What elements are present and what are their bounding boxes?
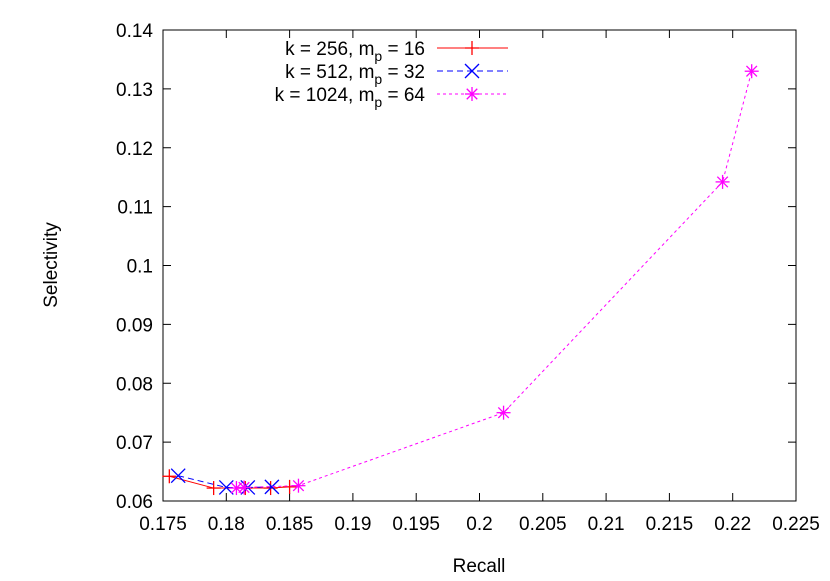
- star-marker: [465, 87, 479, 101]
- y-axis-title: Selectivity: [41, 222, 62, 308]
- y-tick-label: 0.09: [116, 315, 153, 336]
- y-tick-label: 0.13: [116, 80, 153, 101]
- x-tick-label: 0.225: [772, 514, 820, 535]
- series-3: [229, 64, 759, 496]
- axis-ticks: 0.175 0.18 0.185 0.19 0.195 0.2 0.205 0.21 0.215…: [116, 21, 820, 535]
- y-tick-label: 0.12: [116, 139, 153, 160]
- star-marker: [237, 480, 252, 495]
- y-tick-label: 0.08: [116, 374, 153, 395]
- x-tick-label: 0.21: [588, 514, 625, 535]
- x-tick-label: 0.195: [392, 514, 440, 535]
- plus-marker: [282, 479, 297, 494]
- y-tick-label: 0.1: [127, 257, 153, 278]
- cross-marker: [464, 63, 480, 79]
- plot-frame: [162, 29, 797, 502]
- x-tick-label: 0.22: [714, 514, 751, 535]
- legend-label: k = 1024, mp = 64: [275, 85, 426, 110]
- x-tick-label: 0.19: [334, 514, 371, 535]
- star-marker: [496, 405, 511, 420]
- cross-marker: [170, 468, 186, 484]
- x-tick-label: 0.2: [466, 514, 492, 535]
- legend-entry: k = 256, mp = 16: [285, 39, 508, 64]
- x-tick-label: 0.205: [519, 514, 567, 535]
- star-marker: [744, 64, 759, 79]
- x-axis-title: Recall: [453, 556, 506, 577]
- series-layer: [162, 64, 759, 496]
- star-marker: [715, 174, 730, 189]
- star-marker: [291, 478, 306, 493]
- x-tick-label: 0.175: [139, 514, 187, 535]
- legend-label: k = 256, mp = 16: [285, 39, 425, 64]
- legend-entry: k = 512, mp = 32: [285, 62, 508, 87]
- series-line: [236, 71, 753, 489]
- y-tick-label: 0.06: [116, 492, 153, 513]
- x-tick-label: 0.18: [208, 514, 245, 535]
- x-tick-label: 0.215: [646, 514, 694, 535]
- y-tick-label: 0.14: [116, 21, 153, 42]
- cross-marker: [218, 479, 234, 495]
- legend-label: k = 512, mp = 32: [285, 62, 425, 87]
- plus-marker: [465, 41, 479, 55]
- cross-marker: [264, 479, 280, 495]
- y-tick-label: 0.11: [117, 198, 153, 219]
- y-tick-label: 0.07: [116, 433, 153, 454]
- plus-marker: [162, 469, 177, 484]
- x-tick-label: 0.185: [266, 514, 314, 535]
- legend: k = 256, mp = 16k = 512, mp = 32k = 1024…: [275, 39, 508, 110]
- legend-entry: k = 1024, mp = 64: [275, 85, 508, 110]
- plus-marker: [206, 481, 221, 496]
